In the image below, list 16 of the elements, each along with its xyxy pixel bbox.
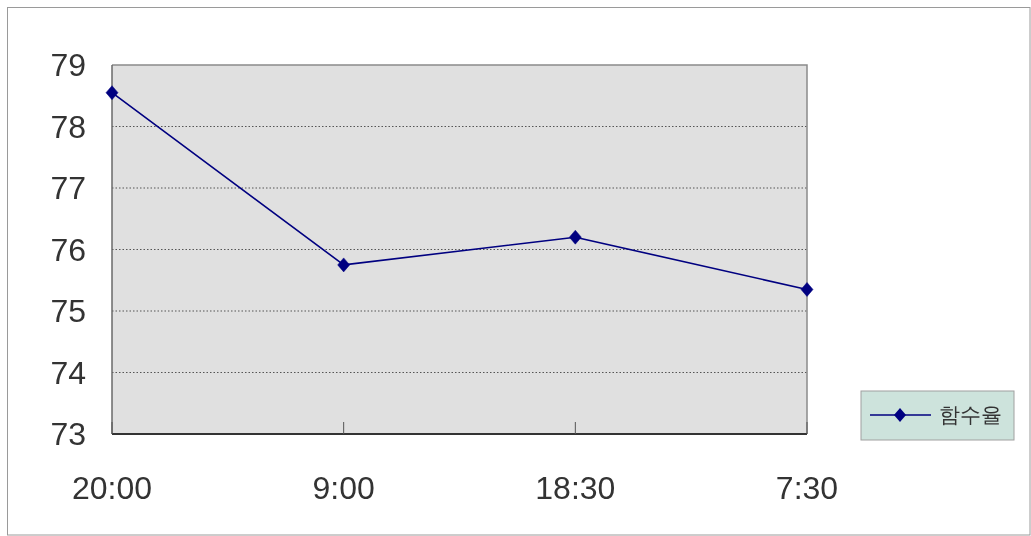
x-tick-label: 18:30 [535,470,616,506]
y-tick-label: 74 [50,354,86,391]
x-tick-label: 7:30 [775,470,839,506]
y-tick-label: 78 [50,108,86,145]
y-tick-label: 75 [50,293,86,330]
point [569,229,582,245]
legend-label: 함수율 [939,403,1002,427]
y-tick-label: 76 [50,231,86,268]
y-tick-label: 73 [50,416,86,453]
point [800,282,814,297]
x-tick-label: 9:00 [312,470,375,506]
point [105,85,119,100]
y-tick-label: 77 [50,170,86,207]
x-tick-label: 20:00 [71,470,153,506]
point [337,257,350,273]
y-tick-label: 79 [50,47,86,84]
